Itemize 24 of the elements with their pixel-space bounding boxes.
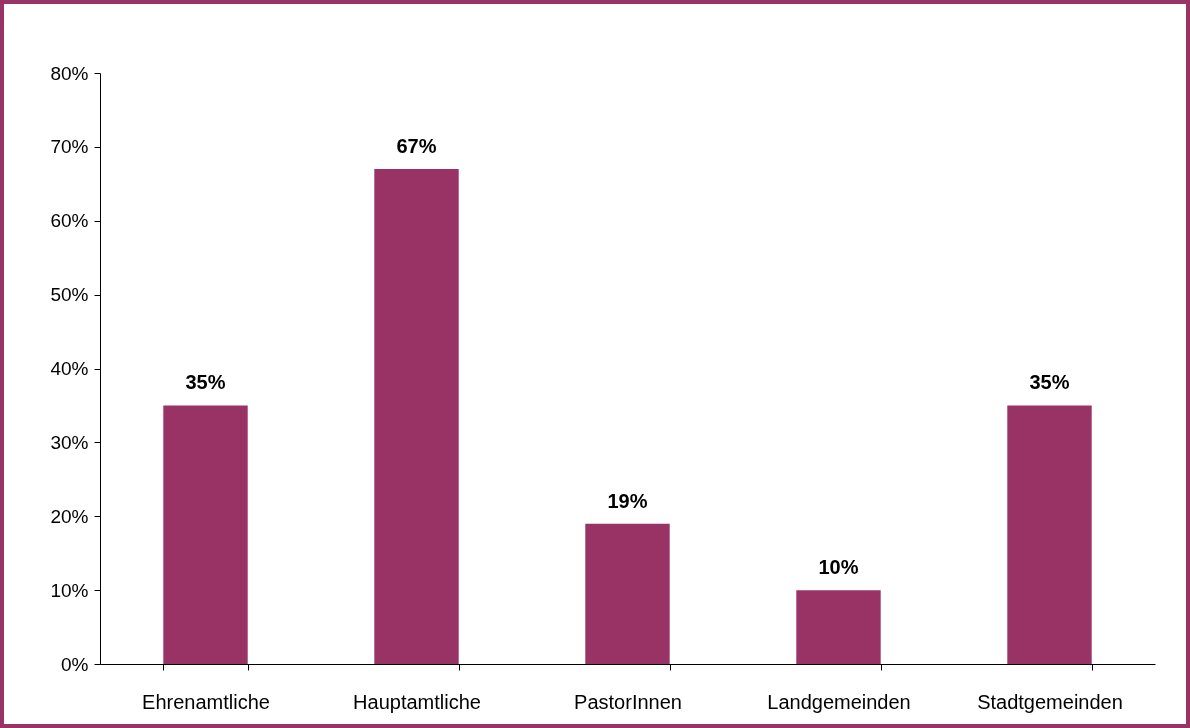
bar	[374, 169, 459, 664]
x-tick-label: PastorInnen	[574, 690, 682, 713]
y-tick-label: 60%	[50, 210, 89, 232]
y-tick-label: 40%	[50, 358, 89, 379]
data-label: 67%	[396, 135, 437, 158]
bar	[585, 523, 670, 664]
y-tick-label: 30%	[50, 431, 89, 453]
data-label: 10%	[818, 556, 859, 579]
data-label: 35%	[1029, 371, 1070, 394]
bar	[796, 590, 881, 664]
data-label: 35%	[185, 371, 226, 394]
y-tick-label: 0%	[61, 653, 89, 675]
bar	[1007, 405, 1092, 664]
y-tick-label: 80%	[50, 62, 89, 84]
y-tick-label: 70%	[50, 136, 89, 158]
x-tick-label: Stadtgemeinden	[977, 690, 1123, 713]
y-tick-label: 50%	[50, 284, 89, 306]
bar	[163, 405, 248, 664]
x-tick-label: Landgemeinden	[767, 690, 911, 713]
y-tick-label: 10%	[50, 579, 89, 601]
x-tick-label: Ehrenamtliche	[142, 690, 270, 713]
data-label: 19%	[607, 489, 648, 512]
y-tick-label: 20%	[50, 505, 89, 527]
x-tick-label: Hauptamtliche	[353, 690, 481, 713]
